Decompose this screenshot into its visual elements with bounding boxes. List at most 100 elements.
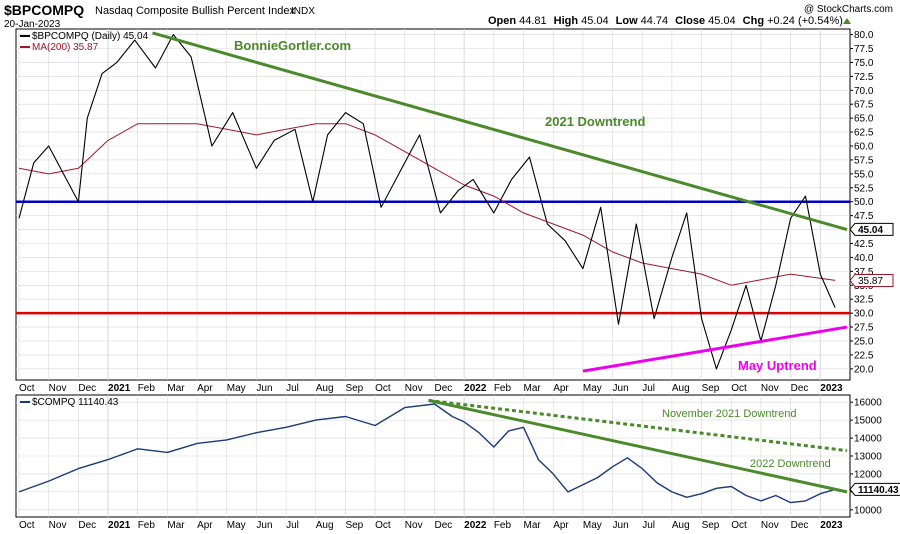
series-line-1 xyxy=(18,123,836,286)
x-tick-label: Dec xyxy=(78,520,96,531)
series-line-0 xyxy=(18,34,836,370)
price-series xyxy=(18,34,836,370)
bottom-trendlines xyxy=(428,398,848,494)
x-tick-label: Mar xyxy=(167,383,185,394)
y-tick-label: 25.0 xyxy=(854,337,874,348)
y-tick-label: 14000 xyxy=(854,434,882,445)
compq-series xyxy=(18,403,836,504)
x-tick-label: Jun xyxy=(613,383,629,394)
x-tick-label: Sep xyxy=(702,383,720,394)
x-tick-label: Jul xyxy=(286,520,299,531)
x-tick-label: May xyxy=(583,383,602,394)
x-tick-label: Dec xyxy=(78,383,96,394)
date-label: 20-Jan-2023 xyxy=(4,19,61,30)
trendline-0 xyxy=(152,31,848,232)
last-value-label: 35.87 xyxy=(858,276,883,287)
ohlc-readout: Open 44.81 High 45.04 Low 44.74 Close 45.04 Chg +… xyxy=(488,15,843,27)
x-tick-label: Feb xyxy=(494,383,512,394)
trendline-0 xyxy=(428,398,848,453)
ohlc-low-label: Low xyxy=(616,15,638,27)
y-tick-label: 22.5 xyxy=(854,350,874,361)
x-tick-label: Nov xyxy=(405,520,423,531)
x-tick-label: 2022 xyxy=(464,383,487,394)
x-tick-label: May xyxy=(227,383,246,394)
ma-series xyxy=(18,123,836,286)
y-tick-label: 52.5 xyxy=(854,183,874,194)
x-tick-label: Oct xyxy=(731,383,747,394)
x-tick-label: Oct xyxy=(375,383,391,394)
annotation-2022-downtrend: 2022 Downtrend xyxy=(750,458,831,470)
x-tick-label: 2022 xyxy=(464,520,487,531)
x-tick-label: Oct xyxy=(19,383,35,394)
bottom-annotations: November 2021 Downtrend 2022 Downtrend xyxy=(662,408,831,470)
bottom-y-axis: 10000110001200013000140001500016000 xyxy=(850,398,882,516)
top-horizontal-lines xyxy=(16,200,850,315)
x-tick-label: Apr xyxy=(553,520,569,531)
x-tick-label: 2023 xyxy=(820,383,843,394)
top-last-values: 45.04 35.87 xyxy=(849,222,894,287)
trendline-1 xyxy=(582,325,848,373)
ohlc-high-value: 45.04 xyxy=(581,15,609,27)
x-tick-label: Nov xyxy=(761,383,779,394)
series-line-0 xyxy=(18,403,836,504)
y-tick-label: 62.5 xyxy=(854,128,874,139)
x-tick-label: Aug xyxy=(672,520,690,531)
x-tick-label: Feb xyxy=(494,520,512,531)
ohlc-chg-value: +0.24 (+0.54%) xyxy=(767,15,843,27)
x-tick-label: Feb xyxy=(138,520,156,531)
y-tick-label: 32.5 xyxy=(854,295,874,306)
ohlc-open-value: 44.81 xyxy=(519,15,547,27)
legend-label: $COMPQ 11140.43 xyxy=(32,397,119,408)
bottom-grid xyxy=(16,395,850,517)
y-tick-label: 27.5 xyxy=(854,323,874,334)
x-tick-label: Oct xyxy=(731,520,747,531)
x-tick-label: Aug xyxy=(316,383,334,394)
x-tick-label: Aug xyxy=(316,520,334,531)
x-tick-label: Dec xyxy=(791,520,809,531)
x-tick-label: Sep xyxy=(702,520,720,531)
x-tick-label: Nov xyxy=(405,383,423,394)
bottom-panel: 10000110001200013000140001500016000 Oct N… xyxy=(15,394,900,531)
top-trendlines xyxy=(152,31,848,373)
y-tick-label: 72.5 xyxy=(854,72,874,83)
x-tick-label: 2021 xyxy=(108,520,131,531)
y-tick-label: 16000 xyxy=(854,398,882,409)
x-tick-label: Jun xyxy=(256,383,272,394)
x-tick-label: Apr xyxy=(197,383,213,394)
y-tick-label: 20.0 xyxy=(854,364,874,375)
x-tick-label: Jul xyxy=(642,383,655,394)
bottom-legend: $COMPQ 11140.43 xyxy=(20,397,119,408)
annotation-downtrend: 2021 Downtrend xyxy=(545,114,645,129)
y-tick-label: 65.0 xyxy=(854,114,874,125)
y-tick-label: 60.0 xyxy=(854,142,874,153)
last-value-box xyxy=(849,482,900,496)
exchange-label: INDX xyxy=(291,6,315,17)
last-value-label: 45.04 xyxy=(858,225,883,236)
x-tick-label: Sep xyxy=(345,520,363,531)
y-tick-label: 50.0 xyxy=(854,197,874,208)
last-value-box xyxy=(849,273,894,287)
y-tick-label: 47.5 xyxy=(854,211,874,222)
annotation-nov-downtrend: November 2021 Downtrend xyxy=(662,408,797,420)
x-tick-label: 2023 xyxy=(820,520,843,531)
last-value-box xyxy=(849,222,894,236)
x-tick-label: Jun xyxy=(256,520,272,531)
x-tick-label: May xyxy=(227,520,246,531)
y-tick-label: 30.0 xyxy=(854,309,874,320)
x-tick-label: Mar xyxy=(524,520,542,531)
x-tick-label: Dec xyxy=(791,383,809,394)
ohlc-low-value: 44.74 xyxy=(641,15,669,27)
x-tick-label: Mar xyxy=(524,383,542,394)
top-annotations: BonnieGortler.com 2021 Downtrend May Uptre… xyxy=(234,38,817,373)
x-tick-label: 2021 xyxy=(108,383,131,394)
bottom-x-axis: Oct Nov Dec 2021 Feb Mar Apr May Jun Jul Aug Sep Oct… xyxy=(19,520,843,531)
annotation-uptrend: May Uptrend xyxy=(738,358,817,373)
trendline-1 xyxy=(428,398,848,494)
header: $BPCOMPQ Nasdaq Composite Bullish Percen… xyxy=(4,2,893,30)
watermark: @ StockCharts.com xyxy=(804,4,893,15)
y-tick-label: 75.0 xyxy=(854,58,874,69)
last-value-label: 11140.43 xyxy=(858,485,899,496)
x-tick-label: Jun xyxy=(613,520,629,531)
x-tick-label: Nov xyxy=(761,520,779,531)
